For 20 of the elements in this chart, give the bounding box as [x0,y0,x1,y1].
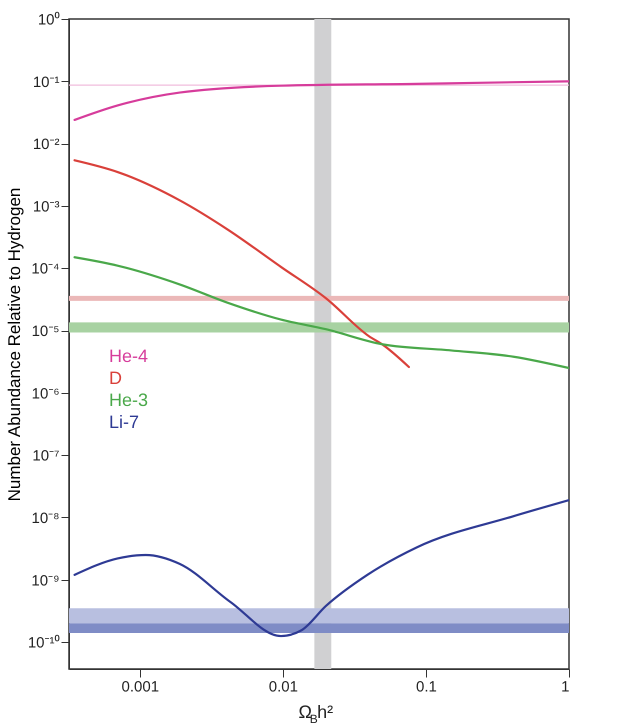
y-tick-label: 10⁻⁹ [31,572,60,590]
text: Li-7 [109,412,140,432]
text: D [109,368,122,388]
x-tick-label: 0.01 [268,678,298,696]
x-tick-label: 0.1 [416,678,437,696]
y-tick-label: 10⁰ [38,12,60,28]
x-tick-label: 1 [561,678,570,696]
y-tick-label: 10⁻⁶ [32,385,60,402]
y-tick-label: 10⁻³ [32,198,60,216]
y-tick-label: 10⁻⁸ [31,510,60,527]
y-tick-label: 10⁻² [32,136,60,154]
text: He-3 [109,390,148,410]
text: He-4 [109,346,148,366]
y-tick-label: 10⁻⁵ [32,323,60,340]
y-tick-label: 10⁻⁴ [31,260,60,278]
y-tick-label: 10⁻¹⁰ [28,634,60,652]
y-tick-label: 10⁻¹ [32,74,60,91]
y-tick-label: 10⁻⁷ [32,448,60,465]
y-axis-title: Number Abundance Relative to Hydrogen [4,188,24,502]
x-tick-label: 0.001 [122,678,160,696]
